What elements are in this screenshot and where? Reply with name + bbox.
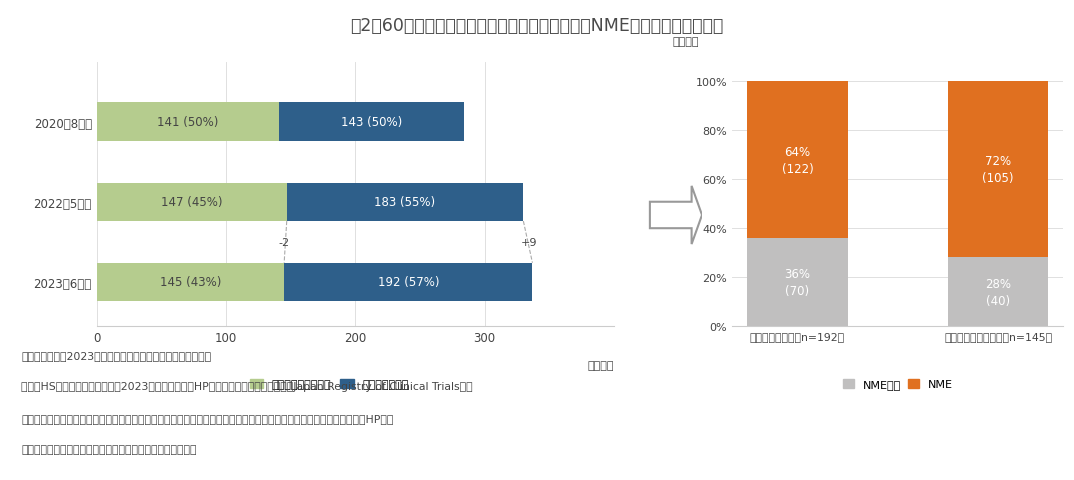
Bar [285, 263, 533, 301]
Text: 143 (50%): 143 (50%) [340, 116, 402, 129]
Text: （品目）: （品目） [587, 361, 614, 371]
Bar [97, 263, 285, 301]
Text: 147 (45%): 147 (45%) [161, 196, 222, 209]
Bar [279, 103, 464, 142]
Text: 141 (50%): 141 (50%) [157, 116, 218, 129]
Bar [748, 239, 847, 326]
Text: 64%
(122): 64% (122) [782, 145, 813, 175]
Text: 72%
(105): 72% (105) [983, 155, 1014, 185]
Text: +9: +9 [520, 238, 537, 247]
Bar [97, 183, 287, 222]
Text: 183 (55%): 183 (55%) [375, 196, 436, 209]
Text: （割合）: （割合） [672, 36, 699, 47]
Text: 注：右グラフは2023年６月末データを分析したものである。: 注：右グラフは2023年６月末データを分析したものである。 [21, 350, 212, 360]
Text: 36%
(70): 36% (70) [784, 267, 811, 298]
Text: 28%
(40): 28% (40) [985, 277, 1011, 307]
Bar [97, 103, 279, 142]
Text: 145 (43%): 145 (43%) [160, 276, 221, 289]
Text: 床研究等提出・公開システム」、「明日の新薬（テクノミック制作）」、独立行政法人医薬品医療機器総合機構HP「治: 床研究等提出・公開システム」、「明日の新薬（テクノミック制作）」、独立行政法人医… [21, 413, 394, 423]
Text: -2: -2 [278, 238, 290, 247]
Text: 図2　60疾患における開発品目数の推移（左）とNME品目数の割合（右）: 図2 60疾患における開発品目数の推移（左）とNME品目数の割合（右） [350, 17, 724, 35]
Bar [287, 183, 523, 222]
Bar [748, 82, 847, 239]
Text: 192 (57%): 192 (57%) [378, 276, 439, 289]
Bar [948, 82, 1048, 258]
Bar [948, 258, 1048, 326]
Text: 出所：HS財団による調査結果、2023年６月末各企業HP国内開発パイプライン情報、Japan Registry of Clinical Trials「臨: 出所：HS財団による調査結果、2023年６月末各企業HP国内開発パイプライン情報… [21, 382, 474, 392]
Text: 験情報の公開」をもとに医薬産業政策研究所にて作成: 験情報の公開」をもとに医薬産業政策研究所にて作成 [21, 444, 197, 454]
Legend: 悪性腫瘍性疾患以外, 悪性腫瘍性疾患: 悪性腫瘍性疾患以外, 悪性腫瘍性疾患 [250, 380, 409, 390]
Legend: NME以外, NME: NME以外, NME [843, 380, 953, 390]
